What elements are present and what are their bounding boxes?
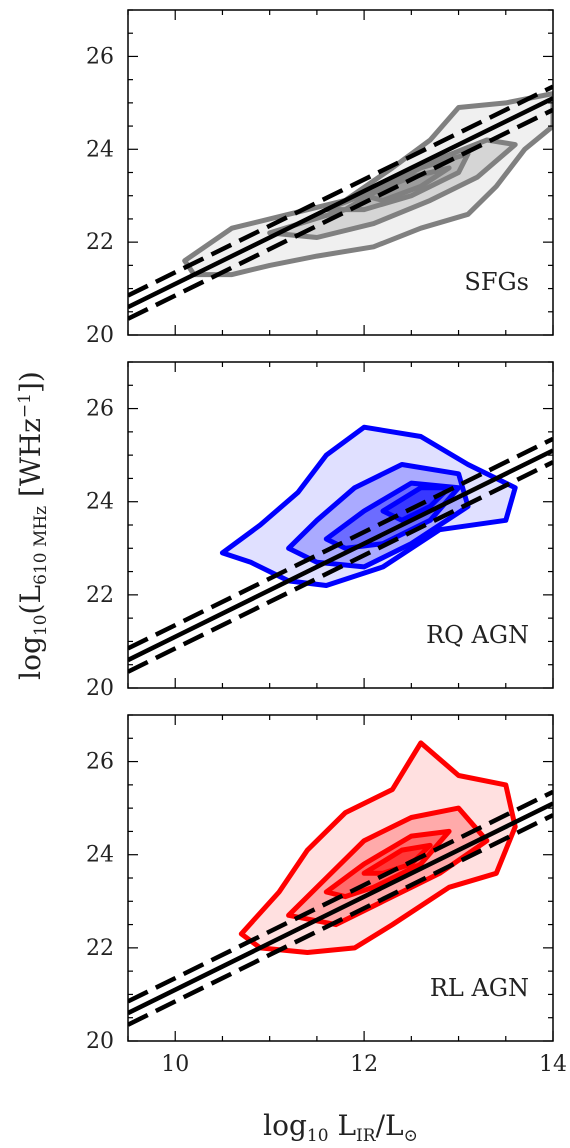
y-axis-label: log10(L610 MHz [WHz−1]): [14, 371, 51, 680]
y-tick-label: 20: [86, 1029, 114, 1054]
y-tick-label: 20: [86, 676, 114, 701]
y-tick-label: 26: [86, 44, 114, 69]
relation-band-line: [128, 813, 553, 1027]
panel-label: RQ AGN: [426, 621, 529, 649]
contour-level-0: [238, 740, 518, 955]
y-tick-label: 26: [86, 750, 114, 775]
relation-line: [128, 448, 553, 663]
x-tick-label: 12: [350, 1052, 378, 1077]
relation-band-line: [128, 789, 553, 1004]
panel-0: 20 22 24 26 SFGs: [86, 9, 554, 348]
plot-area: [128, 740, 553, 1027]
y-tick-label: 24: [86, 843, 114, 868]
panel-label: RL AGN: [430, 974, 529, 1002]
axis-labels-group: log10 LIR/L⊙ log10(L610 MHz [WHz−1]): [14, 371, 418, 1146]
x-tick-label: 10: [161, 1052, 189, 1077]
panels-group: 20 22 24 26 SFGs 20 22 24 26 RQ AGN 20 22 24 26 10 12 14…: [86, 9, 567, 1077]
plot-area: [128, 424, 553, 674]
relation-line: [128, 801, 553, 1016]
panel-2: 20 22 24 26 10 12 14 RL AGN: [86, 714, 567, 1077]
y-tick-label: 22: [86, 230, 114, 255]
contour-level-0: [182, 91, 553, 278]
relation-band-line: [128, 84, 553, 298]
y-tick-label: 24: [86, 490, 114, 515]
y-tick-label: 20: [86, 323, 114, 348]
relation-band-line: [128, 436, 553, 651]
relation-band-line: [128, 107, 553, 321]
y-tick-label: 24: [86, 137, 114, 162]
relation-line: [128, 96, 553, 310]
plot-area: [128, 84, 553, 321]
panel-label: SFGs: [464, 268, 529, 296]
y-tick-label: 22: [86, 583, 114, 608]
x-axis-label: log10 LIR/L⊙: [263, 1109, 418, 1146]
panel-1: 20 22 24 26 RQ AGN: [86, 361, 554, 701]
y-tick-label: 26: [86, 397, 114, 422]
y-tick-label: 22: [86, 936, 114, 961]
relation-band-line: [128, 460, 553, 674]
x-tick-label: 14: [539, 1052, 567, 1077]
